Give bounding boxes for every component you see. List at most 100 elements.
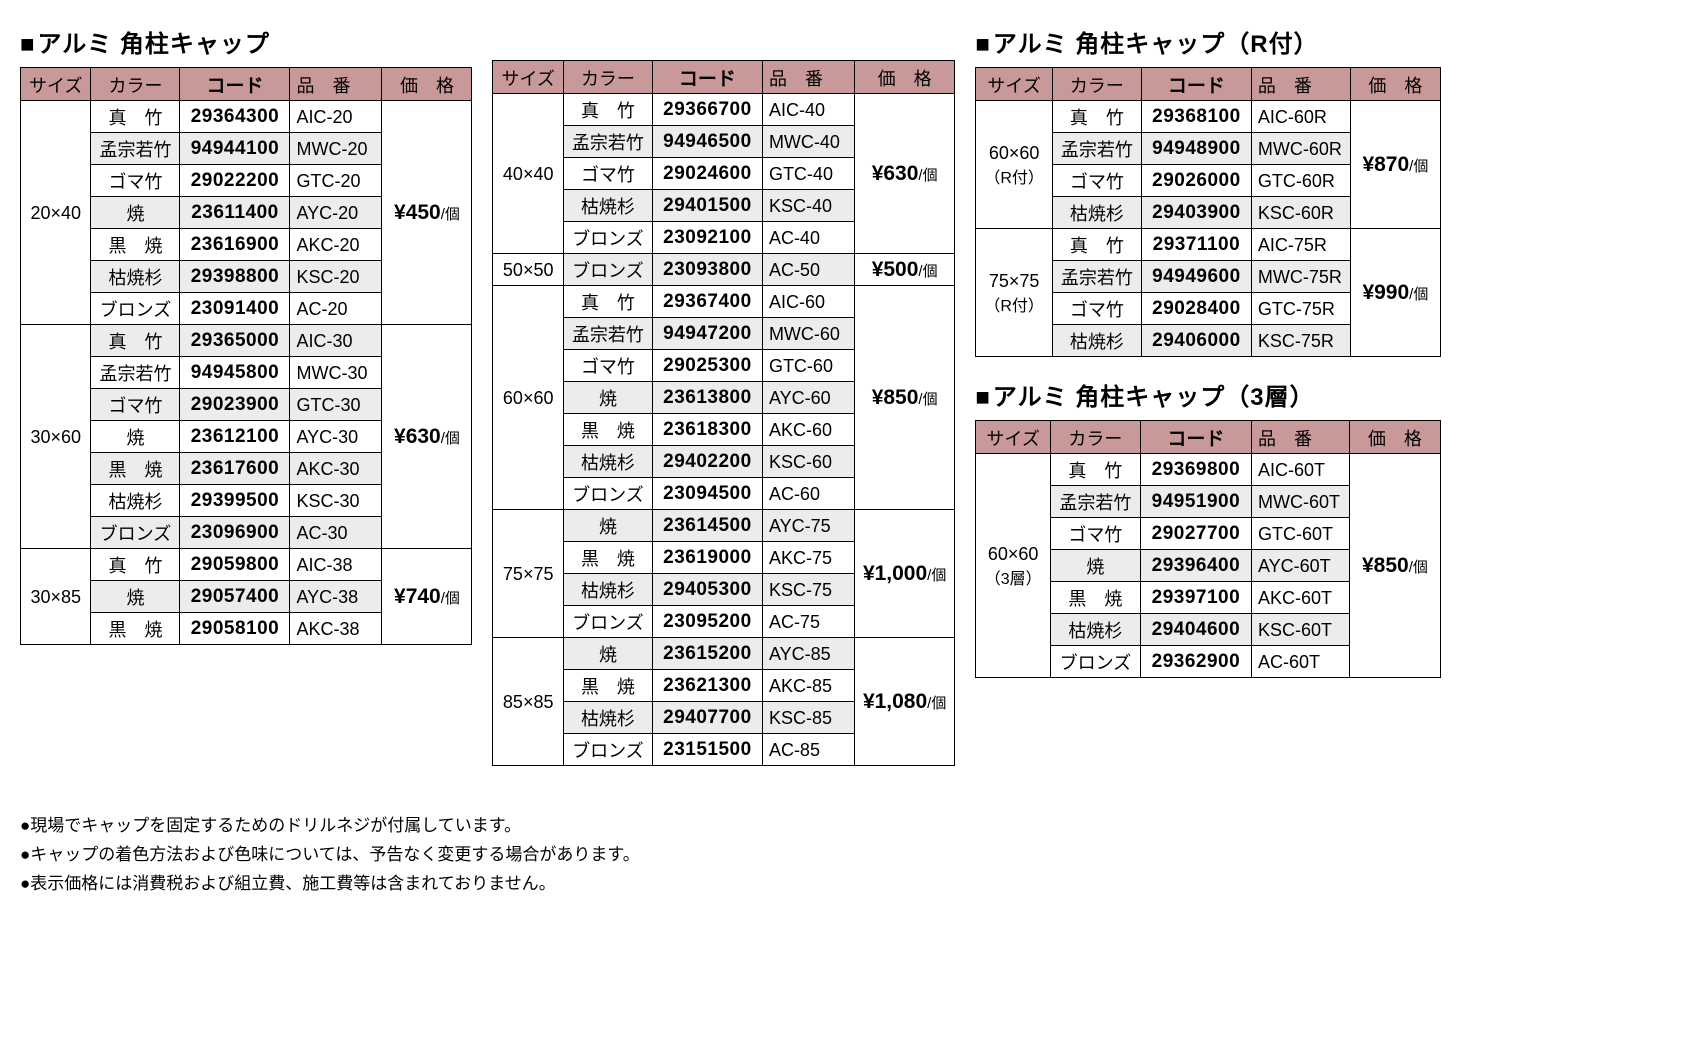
color-cell: 枯焼杉 (1052, 325, 1141, 357)
color-cell: 真 竹 (1052, 229, 1141, 261)
code-cell: 94944100 (180, 133, 290, 165)
code-cell: 23151500 (652, 734, 762, 766)
code-cell: 29364300 (180, 101, 290, 133)
part-cell: AC-50 (762, 254, 854, 286)
header-size: サイズ (21, 68, 91, 101)
table-row: 60×60（3層）真 竹29369800AIC-60T¥850/個 (976, 454, 1441, 486)
part-cell: AC-30 (290, 517, 382, 549)
size-cell: 30×60 (21, 325, 91, 549)
price-cell: ¥740/個 (382, 549, 472, 645)
color-cell: 焼 (91, 581, 180, 613)
color-cell: 真 竹 (91, 101, 180, 133)
part-cell: GTC-30 (290, 389, 382, 421)
footnotes: 現場でキャップを固定するためのドリルネジが付属しています。キャップの着色方法およ… (20, 812, 1663, 898)
part-cell: AYC-75 (762, 510, 854, 542)
code-cell: 29406000 (1141, 325, 1251, 357)
color-cell: 焼 (563, 638, 652, 670)
color-cell: 黒 焼 (91, 613, 180, 645)
part-cell: AKC-60 (762, 414, 854, 446)
part-cell: GTC-60 (762, 350, 854, 382)
part-cell: AYC-38 (290, 581, 382, 613)
color-cell: ゴマ竹 (91, 165, 180, 197)
part-cell: KSC-40 (762, 190, 854, 222)
header-part: 品 番 (762, 61, 854, 94)
color-cell: 孟宗若竹 (91, 357, 180, 389)
header-price: 価 格 (1349, 421, 1440, 454)
part-cell: AC-85 (762, 734, 854, 766)
part-cell: AIC-38 (290, 549, 382, 581)
price-cell: ¥1,080/個 (854, 638, 954, 766)
header-color: カラー (563, 61, 652, 94)
code-cell: 23619000 (652, 542, 762, 574)
color-cell: 枯焼杉 (1052, 197, 1141, 229)
part-cell: AKC-85 (762, 670, 854, 702)
code-cell: 94946500 (652, 126, 762, 158)
part-cell: AIC-60T (1251, 454, 1349, 486)
code-cell: 29405300 (652, 574, 762, 606)
color-cell: 孟宗若竹 (563, 126, 652, 158)
column-2: アルミ 角柱キャップ（R付）サイズカラーコード品 番価 格60×60（R付）真 … (975, 20, 1441, 694)
part-cell: AIC-40 (762, 94, 854, 126)
color-cell: ブロンズ (563, 734, 652, 766)
color-cell: 枯焼杉 (563, 190, 652, 222)
code-cell: 29402200 (652, 446, 762, 478)
color-cell: 孟宗若竹 (1052, 133, 1141, 165)
price-cell: ¥990/個 (1350, 229, 1440, 357)
color-cell: ブロンズ (1050, 646, 1140, 678)
code-cell: 29026000 (1141, 165, 1251, 197)
table-row: 50×50ブロンズ23093800AC-50¥500/個 (493, 254, 955, 286)
color-cell: 真 竹 (91, 325, 180, 357)
color-cell: 枯焼杉 (563, 446, 652, 478)
color-cell: 黒 焼 (563, 670, 652, 702)
part-cell: MWC-60T (1251, 486, 1349, 518)
part-cell: AKC-20 (290, 229, 382, 261)
part-cell: AKC-75 (762, 542, 854, 574)
code-cell: 23094500 (652, 478, 762, 510)
size-cell: 75×75 (493, 510, 563, 638)
part-cell: AKC-60T (1251, 582, 1349, 614)
code-cell: 29369800 (1140, 454, 1251, 486)
part-cell: KSC-60 (762, 446, 854, 478)
color-cell: 真 竹 (91, 549, 180, 581)
footnote: キャップの着色方法および色味については、予告なく変更する場合があります。 (20, 841, 1663, 868)
color-cell: ブロンズ (563, 606, 652, 638)
table-row: 30×85真 竹29059800AIC-38¥740/個 (21, 549, 472, 581)
price-cell: ¥500/個 (854, 254, 954, 286)
header-color: カラー (1052, 68, 1141, 101)
header-price: 価 格 (854, 61, 954, 94)
header-code: コード (1141, 68, 1251, 101)
code-cell: 23616900 (180, 229, 290, 261)
code-cell: 94945800 (180, 357, 290, 389)
color-cell: 焼 (91, 421, 180, 453)
code-cell: 23611400 (180, 197, 290, 229)
part-cell: AIC-60 (762, 286, 854, 318)
part-cell: AIC-30 (290, 325, 382, 357)
part-cell: GTC-60T (1251, 518, 1349, 550)
part-cell: AYC-60T (1251, 550, 1349, 582)
code-cell: 29399500 (180, 485, 290, 517)
section-title: アルミ 角柱キャップ（R付） (975, 24, 1441, 59)
price-table: サイズカラーコード品 番価 格60×60（3層）真 竹29369800AIC-6… (975, 420, 1441, 678)
size-cell: 60×60（3層） (976, 454, 1051, 678)
color-cell: ブロンズ (91, 517, 180, 549)
column-1: サイズカラーコード品 番価 格40×40真 竹29366700AIC-40¥63… (492, 20, 955, 782)
part-cell: GTC-60R (1251, 165, 1350, 197)
part-cell: MWC-60 (762, 318, 854, 350)
size-cell: 50×50 (493, 254, 563, 286)
part-cell: KSC-60T (1251, 614, 1349, 646)
header-price: 価 格 (1350, 68, 1440, 101)
part-cell: AC-60 (762, 478, 854, 510)
part-cell: GTC-20 (290, 165, 382, 197)
part-cell: AC-20 (290, 293, 382, 325)
price-table: サイズカラーコード品 番価 格20×40真 竹29364300AIC-20¥45… (20, 67, 472, 645)
code-cell: 23093800 (652, 254, 762, 286)
color-cell: ゴマ竹 (563, 350, 652, 382)
code-cell: 23095200 (652, 606, 762, 638)
code-cell: 94949600 (1141, 261, 1251, 293)
code-cell: 29365000 (180, 325, 290, 357)
code-cell: 23613800 (652, 382, 762, 414)
price-cell: ¥450/個 (382, 101, 472, 325)
part-cell: KSC-30 (290, 485, 382, 517)
price-cell: ¥870/個 (1350, 101, 1440, 229)
color-cell: 孟宗若竹 (1052, 261, 1141, 293)
